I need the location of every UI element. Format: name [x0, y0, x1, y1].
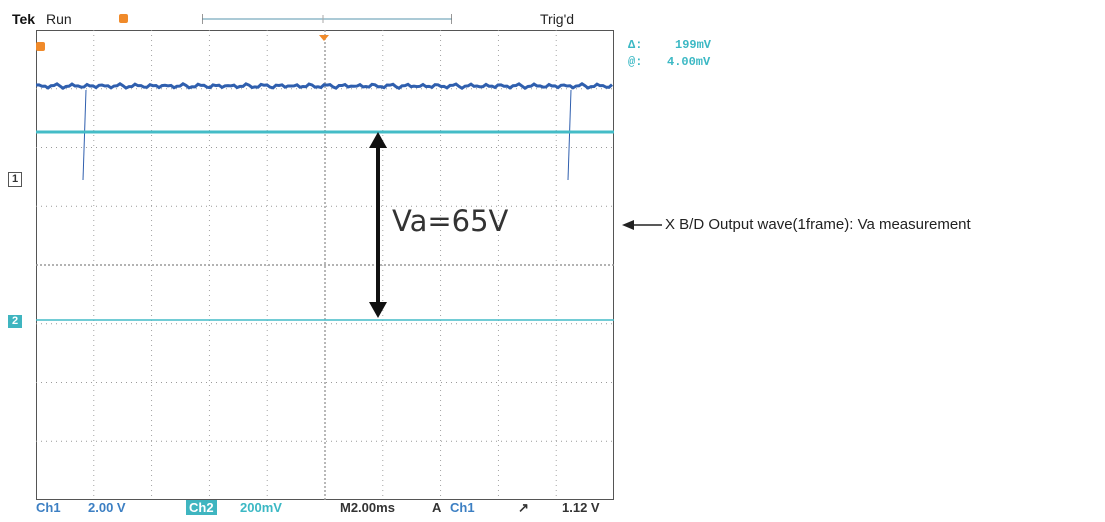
cursor-at-value: 4.00mV: [667, 55, 711, 69]
brand-logo: Tek: [12, 11, 36, 27]
ch1-scale: 2.00 V: [88, 500, 126, 515]
measurement-note: X B/D Output wave(1frame): Va measuremen…: [665, 216, 971, 233]
va-label: Va=65V: [392, 204, 509, 238]
ch1-label: Ch1: [36, 500, 61, 515]
cursor-delta-value: 199mV: [675, 38, 712, 52]
ch1-ground-marker[interactable]: 1: [8, 172, 22, 187]
run-state: Run: [46, 11, 72, 27]
va-double-arrow-icon: [364, 132, 392, 318]
timebase: M2.00ms: [340, 500, 395, 515]
ch2-label: Ch2: [186, 500, 217, 515]
trigger-position-icon[interactable]: [319, 28, 329, 41]
ch1-transition-right: [567, 89, 572, 181]
trigger-source: Ch1: [450, 500, 475, 515]
ch2-scale: 200mV: [240, 500, 282, 515]
trigger-slope-icon: ↗: [518, 500, 529, 515]
graticule-grid: [36, 30, 614, 500]
ch2-ground-marker[interactable]: 2: [8, 315, 22, 328]
waveform-display[interactable]: [34, 30, 614, 500]
note-arrow-icon: [622, 217, 662, 233]
trigger-level: 1.12 V: [562, 500, 600, 515]
trigger-flag-icon: [119, 14, 128, 23]
trigger-status: Trig'd: [540, 11, 575, 27]
trigger-mode: A: [432, 500, 442, 515]
ch1-transition-left: [82, 89, 87, 181]
cursor-delta-symbol: Δ:: [628, 38, 643, 52]
trigger-level-marker[interactable]: [36, 42, 45, 51]
ch1-waveform: [34, 81, 613, 91]
cursor-at-symbol: @:: [628, 55, 643, 69]
record-position-bar[interactable]: [201, 12, 453, 24]
